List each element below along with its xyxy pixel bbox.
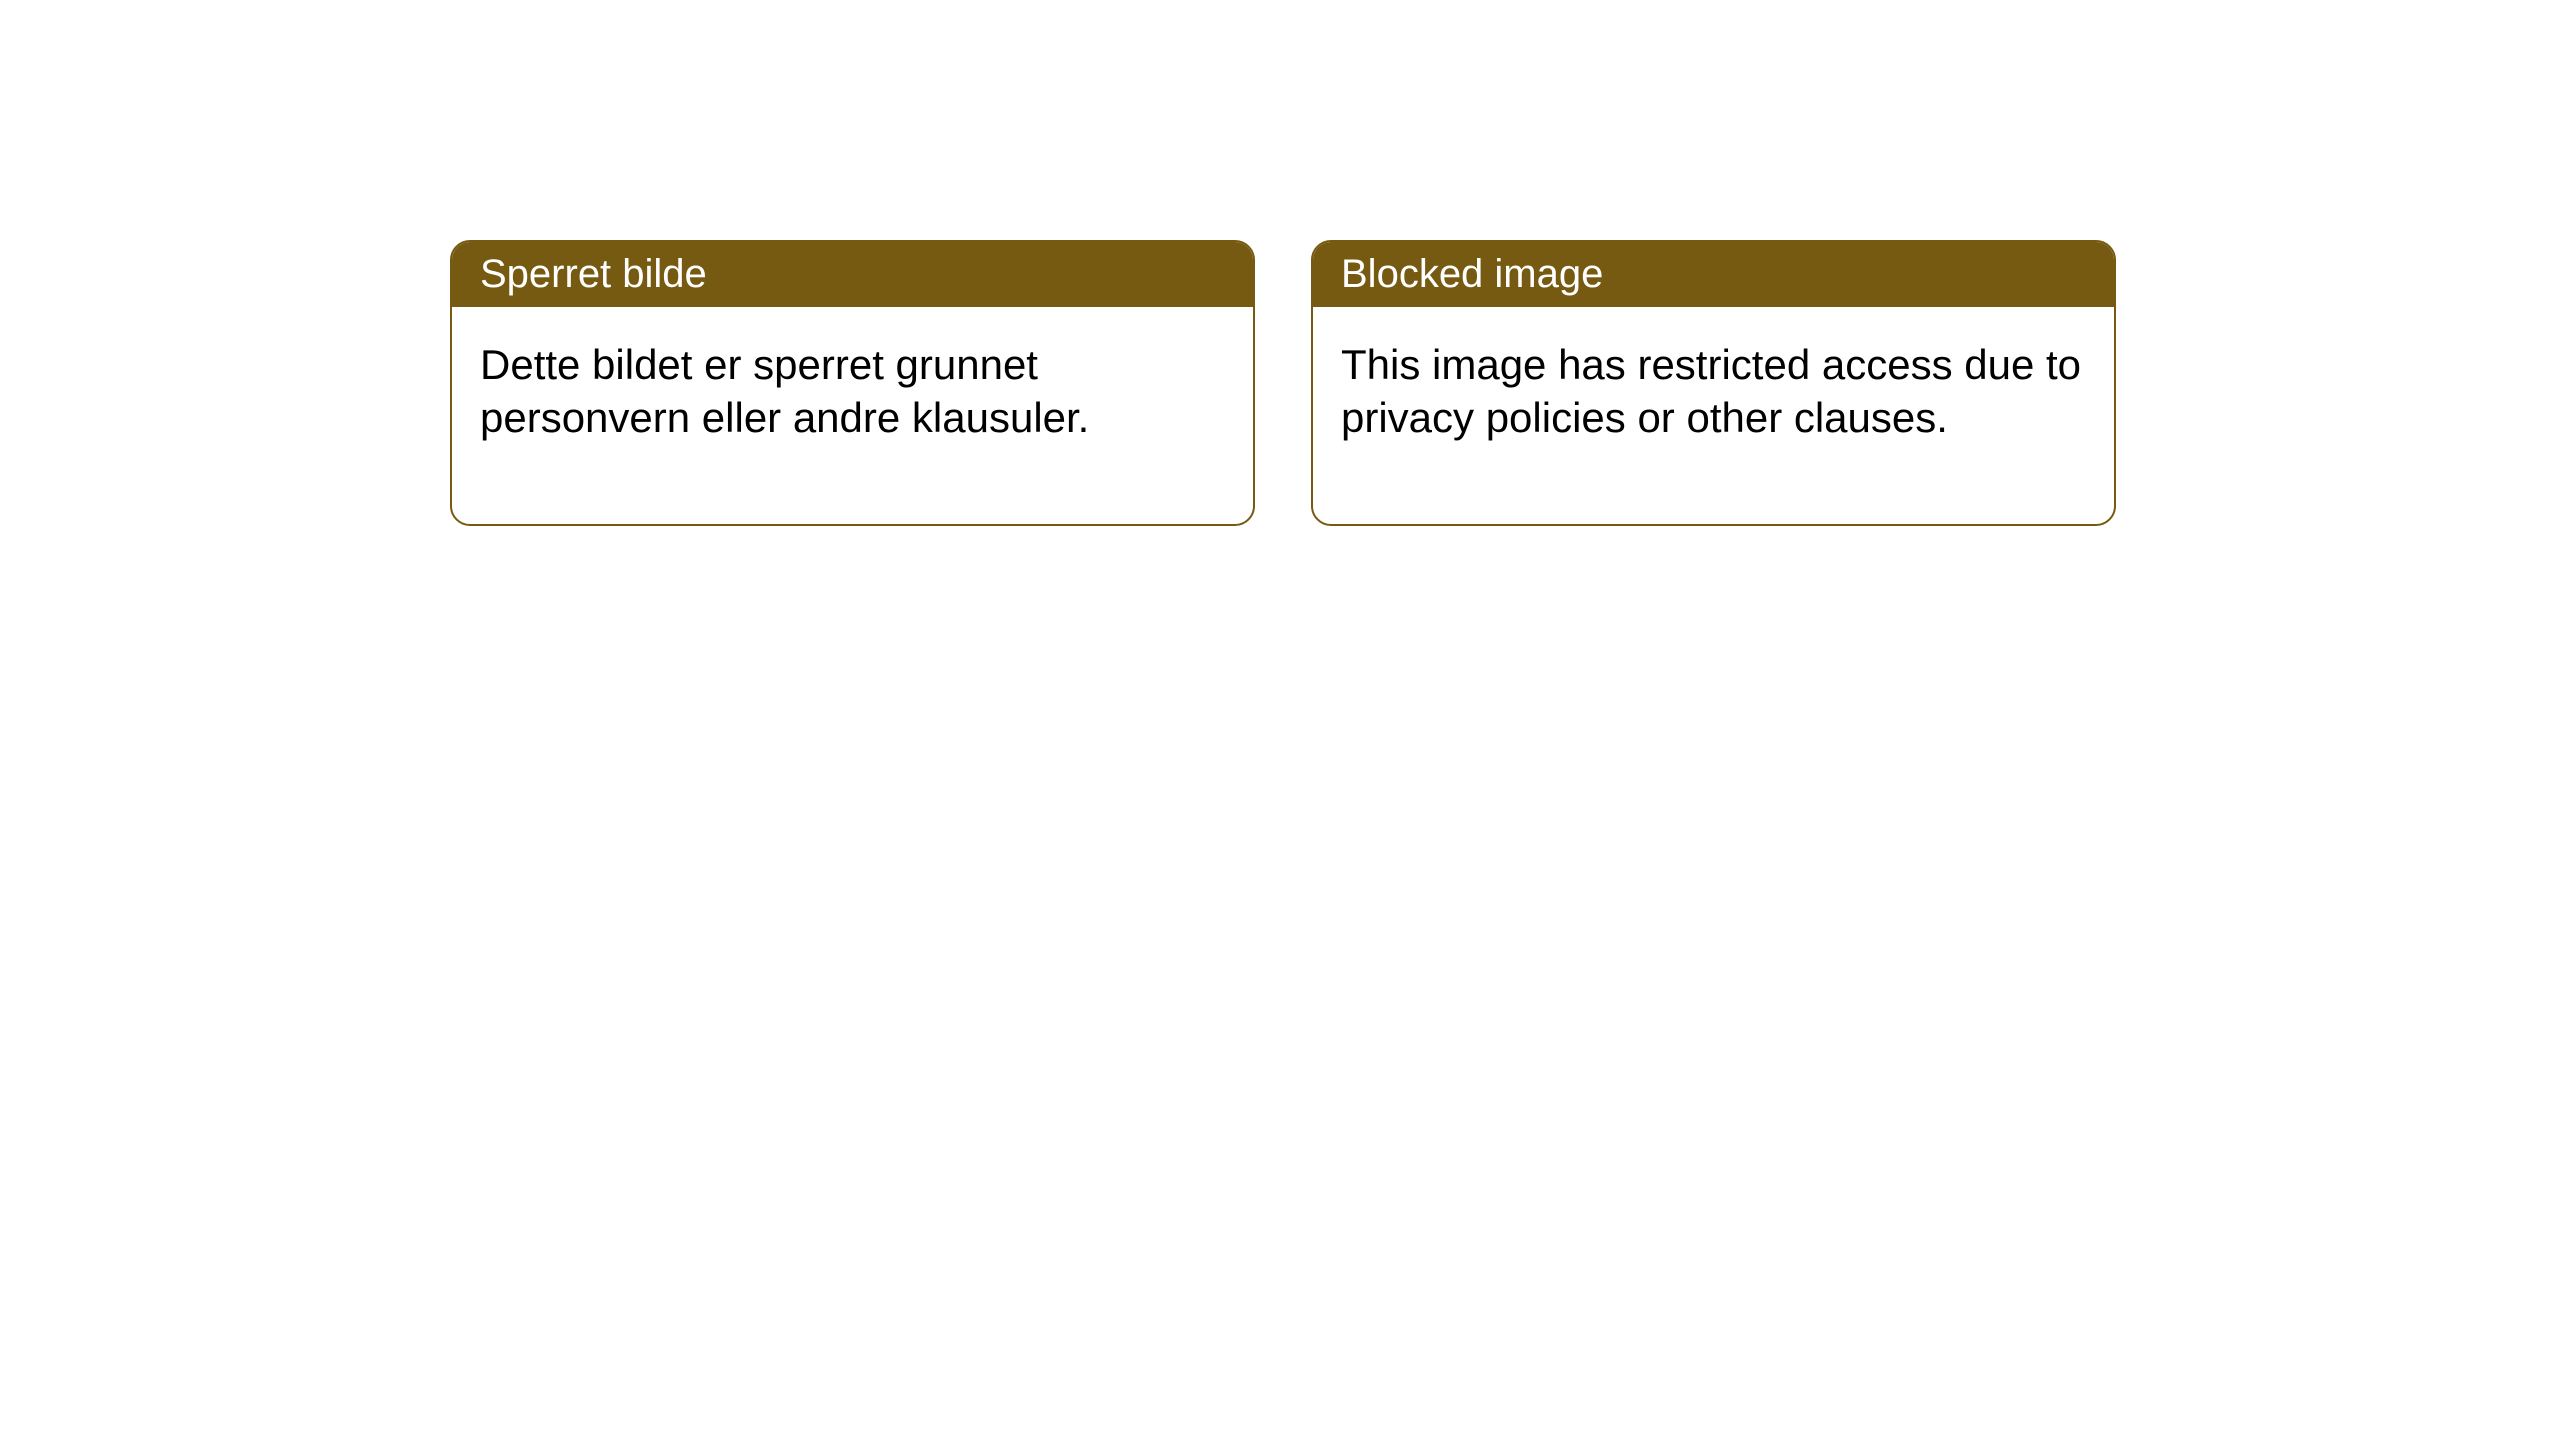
notice-container: Sperret bilde Dette bildet er sperret gr… bbox=[0, 0, 2560, 526]
notice-card-header: Blocked image bbox=[1313, 242, 2114, 307]
notice-card-norwegian: Sperret bilde Dette bildet er sperret gr… bbox=[450, 240, 1255, 526]
notice-card-body-text: Dette bildet er sperret grunnet personve… bbox=[480, 341, 1089, 441]
notice-card-title: Sperret bilde bbox=[480, 252, 707, 296]
notice-card-body: This image has restricted access due to … bbox=[1313, 307, 2114, 524]
notice-card-body: Dette bildet er sperret grunnet personve… bbox=[452, 307, 1253, 524]
notice-card-header: Sperret bilde bbox=[452, 242, 1253, 307]
notice-card-body-text: This image has restricted access due to … bbox=[1341, 341, 2081, 441]
notice-card-english: Blocked image This image has restricted … bbox=[1311, 240, 2116, 526]
notice-card-title: Blocked image bbox=[1341, 252, 1603, 296]
